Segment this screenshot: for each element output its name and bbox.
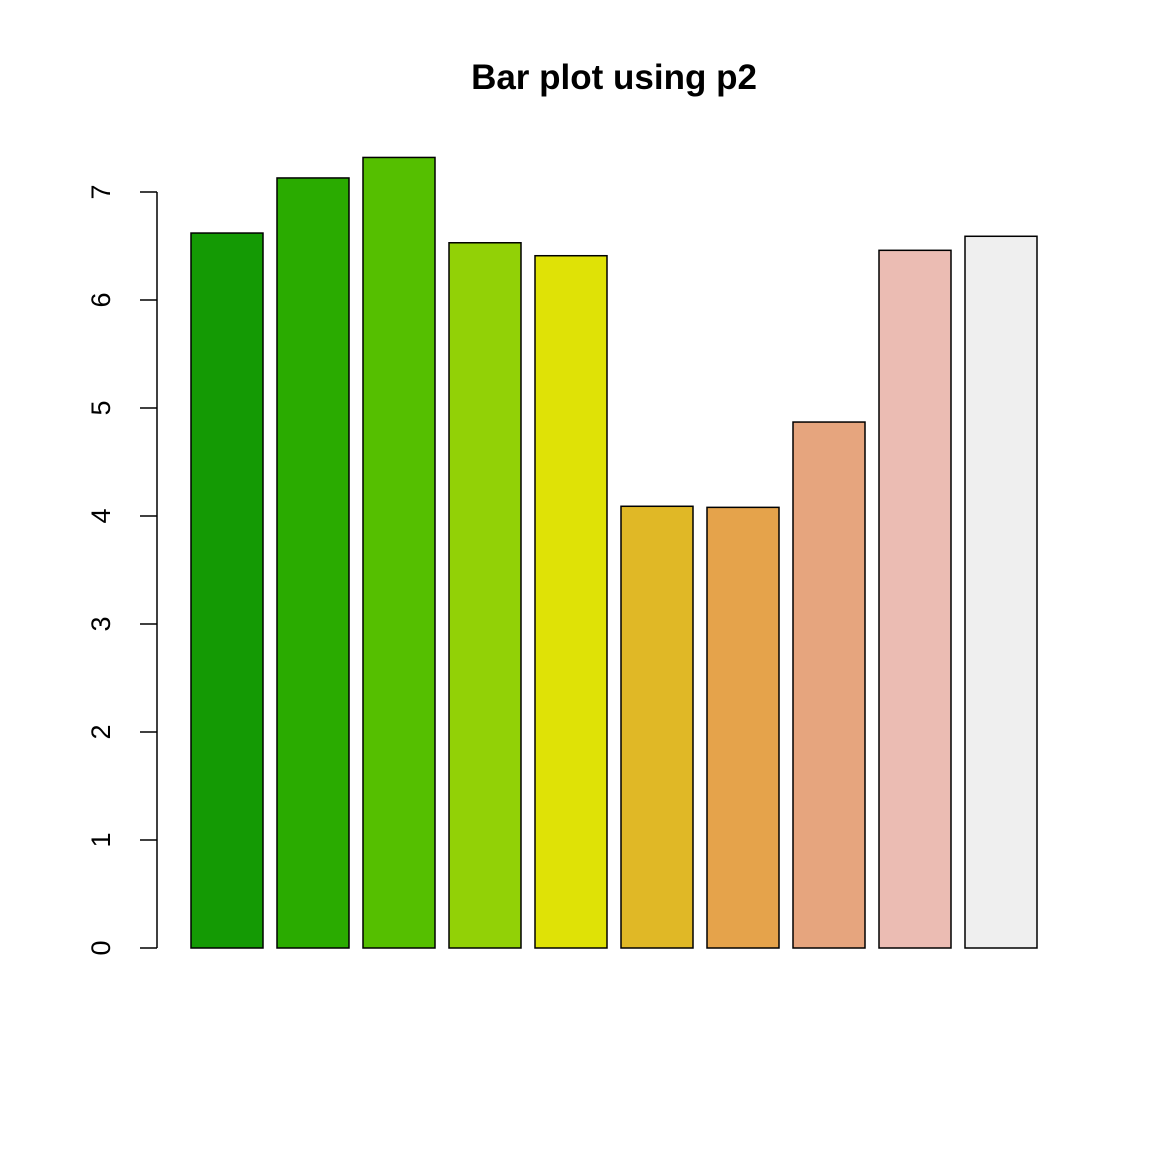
y-tick-label: 1 <box>86 832 116 847</box>
bar <box>620 505 694 949</box>
y-tick-label: 3 <box>86 616 116 631</box>
y-tick-label: 7 <box>86 184 116 199</box>
bar <box>964 235 1038 949</box>
bar <box>276 177 350 949</box>
bar <box>362 156 436 949</box>
chart-title: Bar plot using p2 <box>471 58 757 97</box>
bar <box>878 249 952 949</box>
bar <box>448 242 522 949</box>
y-tick-label: 2 <box>86 724 116 739</box>
bar <box>706 506 780 949</box>
y-tick-label: 4 <box>86 508 116 523</box>
bar <box>534 254 608 949</box>
y-tick-label: 5 <box>86 400 116 415</box>
y-tick-label: 6 <box>86 292 116 307</box>
y-tick-label: 0 <box>86 940 116 955</box>
bar <box>190 232 264 949</box>
bar <box>792 421 866 949</box>
